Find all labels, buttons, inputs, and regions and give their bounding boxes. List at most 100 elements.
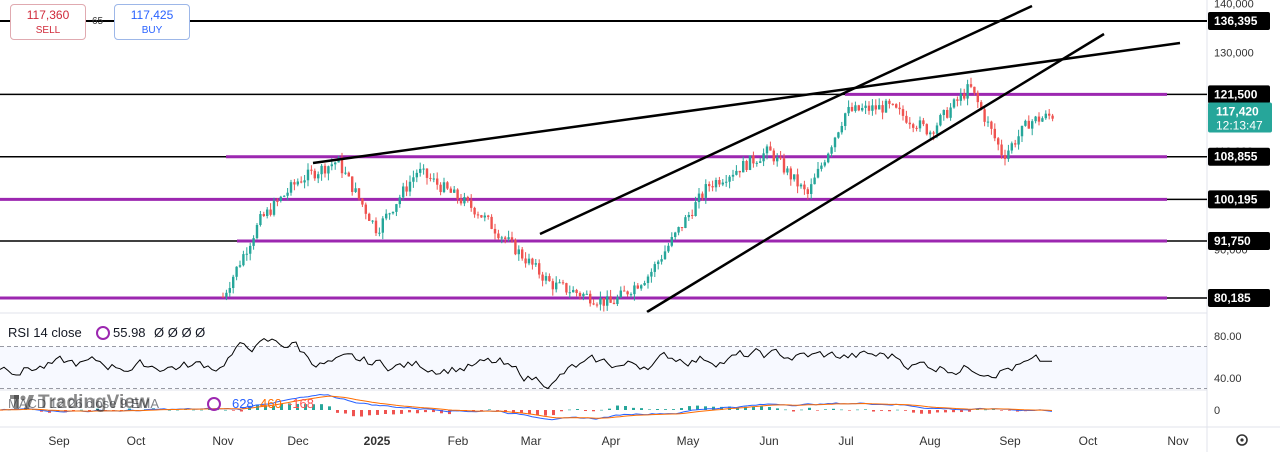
candle-body bbox=[1024, 120, 1027, 126]
candle-body bbox=[531, 258, 534, 265]
macd-settings-icon[interactable] bbox=[207, 397, 221, 411]
candle-body bbox=[446, 182, 449, 189]
candle-body bbox=[759, 161, 762, 163]
candle-body bbox=[490, 216, 493, 229]
candle-body bbox=[827, 153, 830, 163]
candle-body bbox=[551, 281, 554, 290]
macd-histogram-bar bbox=[696, 405, 699, 410]
settings-gear-icon-center bbox=[1240, 438, 1244, 442]
macd-histogram-bar bbox=[536, 410, 539, 416]
macd-histogram-bar bbox=[1008, 410, 1011, 411]
time-axis-label: Nov bbox=[212, 434, 233, 448]
macd-histogram-bar bbox=[944, 410, 947, 413]
candle-body bbox=[429, 177, 432, 179]
candle-body bbox=[660, 259, 663, 262]
candle-body bbox=[1020, 125, 1024, 137]
candle-body bbox=[419, 168, 422, 173]
candle-body bbox=[238, 265, 242, 267]
candle-body bbox=[524, 258, 527, 264]
settings-gear-icon[interactable] bbox=[1236, 434, 1248, 446]
sell-button[interactable]: 117,360 SELL bbox=[10, 4, 86, 40]
candle-body bbox=[296, 181, 299, 185]
macd-histogram-bar bbox=[856, 409, 859, 411]
candle-body bbox=[439, 184, 442, 193]
macd-histogram-bar bbox=[448, 410, 451, 415]
candle-body bbox=[255, 224, 259, 239]
candle-body bbox=[793, 174, 796, 180]
candle-body bbox=[357, 188, 361, 199]
macd-histogram-bar bbox=[408, 410, 411, 413]
time-axis-label: 2025 bbox=[364, 434, 391, 448]
level-price-label: 91,750 bbox=[1214, 234, 1251, 248]
rsi-settings-icon[interactable] bbox=[96, 326, 110, 340]
candle-body bbox=[973, 86, 976, 93]
macd-histogram-bar bbox=[416, 410, 419, 414]
macd-histogram-bar bbox=[632, 407, 635, 410]
macd-histogram-bar bbox=[832, 408, 835, 410]
candle-body bbox=[742, 160, 745, 173]
candle-body bbox=[980, 102, 983, 110]
candle-body bbox=[796, 174, 799, 187]
candle-body bbox=[731, 174, 735, 177]
level-price-label: 121,500 bbox=[1214, 87, 1258, 101]
candle-body bbox=[993, 128, 996, 139]
candle-body bbox=[538, 263, 541, 275]
candle-body bbox=[789, 168, 792, 180]
macd-histogram-bar bbox=[600, 409, 603, 411]
candle-body bbox=[745, 160, 748, 170]
candle-body bbox=[286, 192, 289, 196]
candle-body bbox=[245, 253, 248, 255]
candle-body bbox=[368, 213, 371, 221]
candle-body bbox=[487, 215, 490, 217]
candle-body bbox=[708, 184, 711, 187]
macd-histogram-bar bbox=[568, 409, 571, 411]
candle-body bbox=[374, 220, 378, 234]
candle-body bbox=[867, 105, 871, 111]
candle-body bbox=[983, 109, 986, 122]
candle-body bbox=[810, 184, 813, 194]
current-price-badge bbox=[1208, 102, 1272, 133]
level-price-label: 100,195 bbox=[1214, 192, 1258, 206]
candle-body bbox=[276, 200, 279, 202]
macd-histogram-bar bbox=[304, 404, 307, 410]
candle-body bbox=[840, 125, 843, 133]
macd-histogram-bar bbox=[80, 409, 83, 411]
candle-body bbox=[844, 113, 847, 126]
candle-body bbox=[735, 170, 738, 175]
current-price-label: 117,420 bbox=[1216, 105, 1259, 119]
macd-histogram-bar bbox=[816, 410, 819, 411]
candle-body bbox=[323, 165, 327, 174]
candle-body bbox=[806, 189, 809, 194]
candle-body bbox=[252, 238, 255, 246]
macd-histogram-bar bbox=[312, 404, 315, 410]
candle-body bbox=[402, 186, 405, 198]
candle-body bbox=[684, 217, 687, 228]
candle-body bbox=[888, 100, 891, 104]
candle-body bbox=[833, 137, 837, 148]
candle-body bbox=[510, 237, 514, 240]
time-axis-label: Oct bbox=[127, 434, 146, 448]
candle-body bbox=[449, 188, 452, 193]
price-tick-label: 140,000 bbox=[1214, 0, 1254, 10]
tradingview-logo: TradingView bbox=[10, 392, 150, 414]
candle-body bbox=[1031, 121, 1034, 129]
macd-histogram-bar bbox=[432, 410, 435, 413]
buy-button[interactable]: 117,425 BUY bbox=[114, 4, 190, 40]
candle-body bbox=[310, 169, 313, 171]
macd-histogram-bar bbox=[128, 408, 131, 410]
macd-histogram-bar bbox=[120, 410, 123, 411]
candle-body bbox=[769, 146, 772, 151]
macd-histogram-bar bbox=[896, 409, 899, 411]
candle-body bbox=[1051, 115, 1054, 119]
macd-histogram-bar bbox=[192, 409, 195, 411]
candle-body bbox=[782, 158, 786, 173]
macd-histogram-bar bbox=[224, 409, 227, 411]
spread-value: 65 bbox=[92, 16, 104, 27]
macd-histogram-bar bbox=[744, 406, 747, 410]
candle-body bbox=[663, 251, 667, 260]
candle-body bbox=[548, 276, 551, 282]
candle-body bbox=[500, 237, 503, 239]
macd-histogram-bar bbox=[264, 405, 267, 410]
